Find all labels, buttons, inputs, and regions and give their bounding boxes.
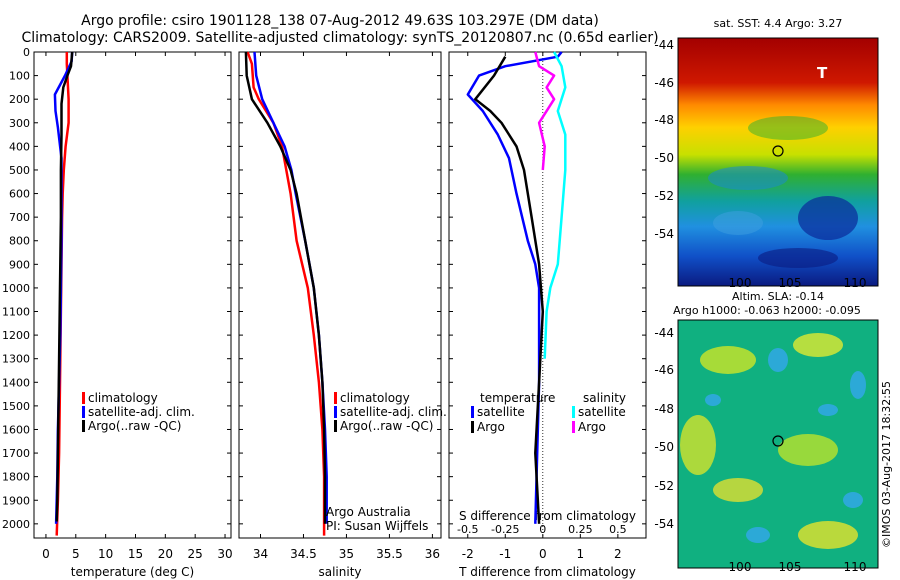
y-tick-label: 200 xyxy=(9,93,30,106)
argo-location-marker xyxy=(772,435,784,447)
y-tick-label: 1600 xyxy=(2,423,30,436)
y-tick-label: 1400 xyxy=(2,376,30,389)
sla-map-panel: Altim. SLA: -0.14 Argo h1000: -0.063 h20… xyxy=(673,290,900,580)
series-line-satellite xyxy=(466,51,563,524)
y-tick-label: 500 xyxy=(9,164,30,177)
x-axis-label: salinity xyxy=(318,565,361,579)
y-tick-label: 700 xyxy=(9,211,30,224)
series-line-argo-raw-qc- xyxy=(55,51,74,522)
secondary-x-tick-label: 0.25 xyxy=(568,523,593,536)
legend-label: climatology xyxy=(88,391,158,405)
x-tick-label: 1 xyxy=(577,547,585,561)
series-line-satellite-adj-clim- xyxy=(253,51,328,524)
legend-label: Argo xyxy=(477,420,505,434)
legend-swatch xyxy=(471,406,474,418)
x-tick-label: 10 xyxy=(98,547,113,561)
x-tick-label: 0 xyxy=(42,547,50,561)
y-tick-label: 1900 xyxy=(2,494,30,507)
x-tick-label: -2 xyxy=(462,547,474,561)
series-line-satellite xyxy=(543,51,567,359)
series-line-argo xyxy=(474,56,545,524)
legend-label: satellite-adj. clim. xyxy=(340,405,447,419)
sst-map-image xyxy=(677,37,879,287)
legend-label: Argo(..raw -QC) xyxy=(88,419,181,433)
y-tick-label: 800 xyxy=(9,235,30,248)
title-line-1: Argo profile: csiro 1901128_138 07-Aug-2… xyxy=(81,13,599,29)
x-axis-label: temperature (deg C) xyxy=(71,565,194,579)
secondary-x-axis-label: S difference from climatology xyxy=(459,509,636,523)
y-tick-label: 100 xyxy=(9,70,30,83)
legend-label: Argo(..raw -QC) xyxy=(340,419,433,433)
secondary-x-tick-label: -0.25 xyxy=(491,523,519,536)
x-tick-label: 36 xyxy=(425,547,440,561)
annotation-text: Argo Australia xyxy=(326,505,411,519)
secondary-x-tick-label: 0.5 xyxy=(609,523,627,536)
x-tick-label: 0 xyxy=(539,547,547,561)
plot-frame xyxy=(238,51,442,539)
title-line-2: Climatology: CARS2009. Satellite-adjuste… xyxy=(21,30,659,46)
legend-swatch xyxy=(572,406,575,418)
x-tick-label: 30 xyxy=(217,547,232,561)
x-tick-label: 34 xyxy=(253,547,268,561)
difference-panel: -2 -1 0 1 2-0.5 -0.25 0 0.25 0.5S difference fro… xyxy=(448,51,647,579)
profile-charts: 0100200300400500600700800900100011001200… xyxy=(2,46,647,579)
legend-label: satellite-adj. clim. xyxy=(88,405,195,419)
x-tick-label: 2 xyxy=(614,547,622,561)
x-tick-label: 5 xyxy=(72,547,80,561)
legend-swatch xyxy=(334,406,337,418)
x-axis-label: T difference from climatology xyxy=(458,565,636,579)
y-tick-label: 600 xyxy=(9,188,30,201)
series-line-climatology xyxy=(246,51,326,536)
y-tick-label: 1700 xyxy=(2,447,30,460)
x-tick-label: 34.5 xyxy=(290,547,317,561)
y-tick-label: 1100 xyxy=(2,306,30,319)
sla-title-2: Argo h1000: -0.063 h2000: -0.095 xyxy=(673,304,861,317)
temperature-panel: 0100200300400500600700800900100011001200… xyxy=(2,46,233,579)
legend-group-temperature: temperature xyxy=(480,391,555,405)
legend-swatch xyxy=(572,421,575,433)
x-tick-label: 35 xyxy=(339,547,354,561)
x-tick-label: 35.5 xyxy=(376,547,403,561)
legend-group-salinity: salinity xyxy=(583,391,626,405)
x-tick-label: 15 xyxy=(128,547,143,561)
y-tick-label: 1200 xyxy=(2,329,30,342)
secondary-x-tick-label: -0.5 xyxy=(457,523,478,536)
y-tick-label: 400 xyxy=(9,140,30,153)
legend-swatch xyxy=(471,421,474,433)
annotation-text: PI: Susan Wijffels xyxy=(326,519,428,533)
plot-frame xyxy=(448,51,647,539)
x-tick-label: -1 xyxy=(499,547,511,561)
y-tick-label: 2000 xyxy=(2,518,30,531)
legend-swatch xyxy=(82,406,85,418)
plot-frame xyxy=(33,51,232,539)
y-tick-label: 1800 xyxy=(2,471,30,484)
legend-label: climatology xyxy=(340,391,410,405)
text-marker: T xyxy=(817,64,828,82)
sst-map-panel: sat. SST: 4.4 Argo: 3.27 T xyxy=(677,17,900,287)
legend-label: satellite xyxy=(477,405,525,419)
legend-swatch xyxy=(334,420,337,432)
credit-stamp: ©IMOS 03-Aug-2017 18:32:55 xyxy=(880,381,893,548)
y-tick-label: 300 xyxy=(9,117,30,130)
y-tick-label: 0 xyxy=(23,46,30,59)
legend-label: satellite xyxy=(578,405,626,419)
legend-label: Argo xyxy=(578,420,606,434)
y-tick-label: 1000 xyxy=(2,282,30,295)
y-tick-label: 1500 xyxy=(2,400,30,413)
sst-map-title: sat. SST: 4.4 Argo: 3.27 xyxy=(713,17,843,30)
legend-swatch xyxy=(334,392,337,404)
series-line-argo xyxy=(534,51,556,171)
series-line-argo-raw-qc- xyxy=(244,51,327,524)
y-tick-label: 900 xyxy=(9,258,30,271)
y-tick-label: 1300 xyxy=(2,353,30,366)
legend-swatch xyxy=(82,392,85,404)
x-tick-label: 25 xyxy=(188,547,203,561)
x-tick-label: 20 xyxy=(158,547,173,561)
argo-location-marker xyxy=(772,145,784,157)
legend-swatch xyxy=(82,420,85,432)
salinity-panel: 34 34.5 35 35.5 36 salinity climatologysatelli… xyxy=(238,51,447,579)
sla-title-1: Altim. SLA: -0.14 xyxy=(731,290,825,303)
